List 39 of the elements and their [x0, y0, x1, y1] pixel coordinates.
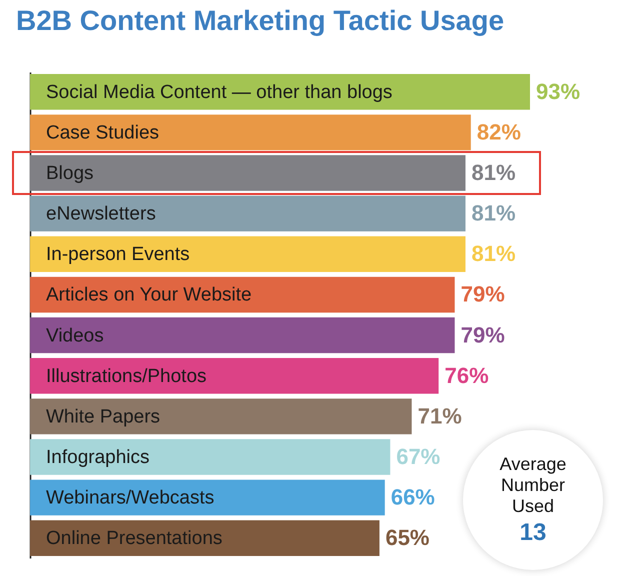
bar	[30, 398, 412, 434]
y-tick-label: Articles on Your Website	[46, 284, 252, 306]
bar	[30, 236, 466, 272]
y-tick-label: White Papers	[46, 406, 160, 428]
data-label: 65%	[385, 525, 430, 550]
bar	[30, 480, 385, 516]
y-tick-label: Case Studies	[46, 122, 160, 144]
bar	[30, 358, 439, 394]
data-label: 82%	[476, 119, 521, 144]
data-label: 76%	[444, 362, 489, 388]
bar	[30, 276, 455, 313]
data-label: 79%	[460, 322, 505, 348]
bar	[30, 74, 530, 110]
y-tick-label: Infographics	[46, 446, 150, 468]
data-label: 81%	[471, 200, 516, 226]
y-tick-label: Webinars/Webcasts	[46, 488, 214, 509]
data-label: 79%	[460, 282, 505, 307]
y-tick-label: Blogs	[46, 163, 94, 184]
data-label: 81%	[471, 241, 516, 266]
bar	[30, 196, 466, 232]
y-tick-label: In-person Events	[46, 244, 190, 266]
y-tick-label: Social Media Content — other than blogs	[46, 82, 392, 103]
bar	[30, 439, 390, 475]
bar	[30, 317, 455, 354]
bar	[30, 114, 471, 150]
data-label: 67%	[396, 444, 440, 469]
bar	[30, 155, 466, 191]
chart-title: B2B Content Marketing Tactic Usage	[16, 5, 504, 36]
data-label: 66%	[390, 484, 435, 510]
data-label: 71%	[418, 403, 462, 428]
y-tick-label: Online Presentations	[46, 528, 222, 550]
bar	[30, 520, 380, 556]
y-tick-label: eNewsletters	[46, 204, 156, 225]
data-label: 93%	[536, 78, 580, 104]
annotation: 13	[520, 518, 546, 546]
data-label: 81%	[471, 160, 516, 186]
y-tick-label: Illustrations/Photos	[46, 366, 207, 387]
annotation: Average Number Used	[498, 454, 568, 516]
y-tick-label: Videos	[46, 325, 104, 346]
